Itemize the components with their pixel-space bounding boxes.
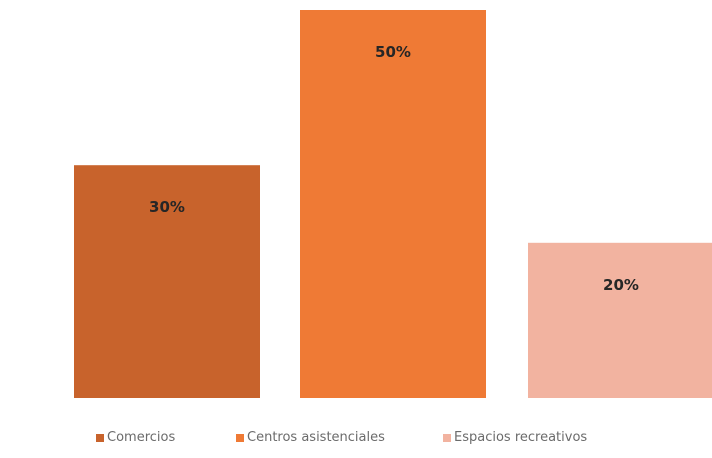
bar-espacios-recreativos [528,242,712,398]
data-label-espacios-recreativos: 20% [603,276,639,294]
data-label-comercios: 30% [149,198,185,216]
data-labels-layer: 30% 50% 20% [149,43,639,294]
bar-centros-asistenciales [300,10,486,398]
legend-marker-centros-asistenciales [236,434,244,442]
bars-layer [74,10,712,398]
legend-label-comercios: Comercios [107,430,175,445]
bar-comercios [74,165,260,398]
legend-marker-espacios-recreativos [443,434,451,442]
legend: Comercios Centros asistenciales Espacios r… [96,430,587,445]
legend-label-centros-asistenciales: Centros asistenciales [247,430,385,445]
data-label-centros-asistenciales: 50% [375,43,411,61]
legend-label-espacios-recreativos: Espacios recreativos [454,430,587,445]
legend-marker-comercios [96,434,104,442]
